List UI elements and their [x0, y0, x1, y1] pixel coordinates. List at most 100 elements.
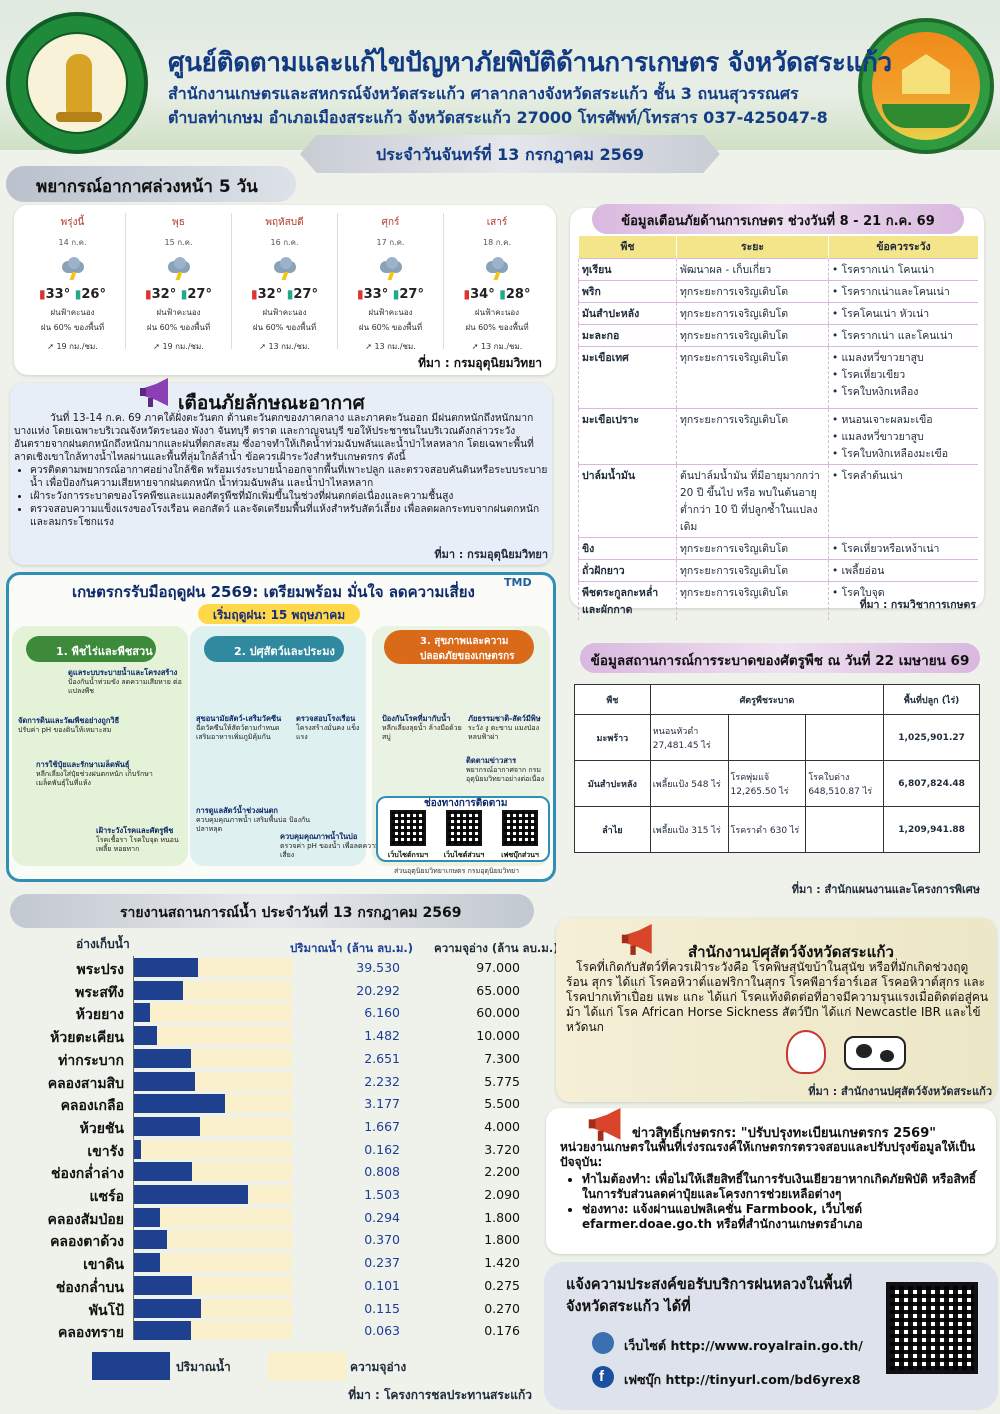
follow-channels-title: ช่องทางการติดตาม — [424, 798, 508, 809]
forecast-day: ศุกร์ 17 ก.ค. ▮33° ▮27° ฝนฟ้าคะนอง ฝน 60% ขอ… — [338, 213, 444, 351]
weather-warning-text: วันที่ 13-14 ก.ค. 69 ภาคใต้ฝั่งตะวันตก ด… — [14, 412, 550, 529]
thermometer-icon: ▮ — [39, 287, 46, 301]
capacity-value: 1.800 — [484, 1232, 520, 1248]
pest-cell — [727, 714, 807, 761]
reservoir-name: ช่องกล่ำล่าง — [51, 1166, 124, 1183]
crop-cell: มะพร้าว — [574, 714, 651, 761]
wind-arrow-icon: ➚ — [47, 342, 57, 351]
reservoir-row: คลองตาด้วง 0.370 1.800 — [0, 1229, 540, 1251]
globe-icon — [592, 1332, 614, 1354]
farmer-news-title: ข่าวสิทธิ์เกษตรกร: "ปรับปรุงทะเบียนเกษตร… — [632, 1126, 937, 1141]
megaphone-icon — [621, 924, 652, 955]
table-header: พืช — [578, 236, 677, 258]
thermometer-icon: ▮ — [463, 287, 471, 301]
volume-value: 0.294 — [364, 1209, 400, 1225]
qr-code[interactable] — [502, 810, 538, 846]
caution-cell: เพลี้ยอ่อน — [828, 558, 978, 581]
reservoir-name: ห้วยตะเคียน — [50, 1030, 124, 1047]
forecast-sky: ฝนฟ้าคะนอง — [262, 308, 307, 317]
reservoir-row: ห้วยชัน 1.667 4.000 — [0, 1116, 540, 1138]
stage-cell: ต้นปาล์มน้ำมัน ที่มีอายุมากกว่า 20 ปี ขึ… — [676, 463, 829, 537]
crop-cell: ทุเรียน — [578, 257, 677, 280]
livestock-heading: 2. ปศุสัตว์และประมง — [204, 636, 344, 662]
reservoir-name: คลองสามสิบ — [47, 1075, 124, 1092]
volume-bar — [134, 1094, 226, 1114]
agri-alert-source: ที่มา : กรมวิชาการเกษตร — [859, 599, 976, 611]
megaphone-icon — [140, 378, 168, 407]
tip-block: การดูแลสัตว์น้ำช่วงฝนตก ควบคุมคุณภาพน้ำ เ… — [196, 806, 311, 833]
date-banner: ประจำวันจันทร์ที่ 13 กรกฎาคม 2569 — [300, 135, 720, 173]
header-banner — [0, 0, 1000, 150]
legend-capacity-swatch — [268, 1352, 346, 1380]
farmer-health-heading: 3. สุขภาพและความปลอดภัยของเกษตรกร — [384, 630, 534, 664]
capacity-value: 5.500 — [484, 1096, 520, 1112]
forecast-rain: ฝน 60% ของพื้นที่ — [358, 323, 423, 332]
table-header: พืช — [574, 684, 651, 715]
caution-item: โรคเหี่ยวเขียว — [832, 366, 975, 383]
livestock-title: สำนักงานปศุสัตว์จังหวัดสระแก้ว — [688, 943, 894, 961]
qr-label: เว็บไซต์ส่วนฯ — [443, 851, 485, 859]
thunderstorm-icon — [378, 257, 404, 280]
forecast-day-name: เสาร์ — [486, 217, 508, 228]
water-source: ที่มา : โครงการชลประทานสระแก้ว — [348, 1388, 532, 1402]
volume-value: 0.808 — [364, 1164, 400, 1180]
chicken-icon — [786, 1030, 826, 1074]
reservoir-name: แซร์อ — [89, 1189, 124, 1205]
qr-code[interactable] — [390, 810, 426, 846]
reservoir-name: ช่องกล่ำบน — [55, 1279, 124, 1296]
volume-value: 2.232 — [364, 1073, 400, 1089]
tmd-logo: TMD — [504, 576, 532, 589]
caution-cell: โรคโคนเน่า หัวเน่า — [828, 301, 978, 324]
tip-block: ติดตามข่าวสาร พยากรณ์อากาศจาก กรมอุตุนิยม… — [466, 756, 545, 783]
agri-alert-title: ข้อมูลเตือนภัยด้านการเกษตร ช่วงวันที่ 8 … — [592, 204, 964, 234]
rainy-season-title: เกษตรกรรับมือฤดูฝน 2569: เตรียมพร้อม มั่… — [72, 583, 475, 601]
reservoir-row: พระปรง 39.530 97.000 — [0, 957, 540, 979]
caution-item: หนอนเจาะผลมะเขือ — [832, 411, 975, 428]
caution-item: โรคใบหงิกเหลืองมะเขือ — [832, 445, 975, 462]
forecast-day-name: พรุ่งนี้ — [60, 217, 85, 228]
capacity-value: 1.800 — [484, 1209, 520, 1225]
area-cell: 6,807,824.48 — [883, 760, 980, 807]
tip-block: ตรวจสอบโรงเรือน โครงสร้างมั่นคง แข็งแรง — [296, 714, 360, 741]
volume-bar — [134, 1139, 141, 1159]
stage-cell: ทุกระยะการเจริญเติบโต — [676, 536, 829, 559]
royal-rain-website-link[interactable]: เว็บไซต์ http://www.royalrain.go.th/ — [624, 1338, 863, 1353]
thermometer-icon: ▮ — [145, 287, 152, 301]
caution-item: โรคใบหงิกเหลือง — [832, 383, 975, 400]
agri-alert-table: พืช ระยะ ข้อควรระวัง ทุเรียน พัฒนาผล - เก… — [578, 236, 978, 620]
caution-item: โรครากเน่าและโคนเน่า — [832, 283, 975, 300]
royal-rain-qr-code[interactable] — [886, 1282, 978, 1374]
warning-source: ที่มา : กรมอุตุนิยมวิทยา — [434, 548, 548, 561]
crop-cell: มะเขือเทศ — [578, 345, 677, 408]
reservoir-name: พระปรง — [76, 962, 124, 978]
royal-rain-facebook-link[interactable]: เฟซบุ๊ก http://tinyurl.com/bd6yrex8 — [624, 1372, 861, 1387]
thermometer-icon: ▮ — [357, 287, 364, 301]
pest-cell — [805, 714, 885, 761]
volume-value: 0.162 — [364, 1141, 400, 1157]
reservoir-name: คลองทราย — [57, 1325, 124, 1342]
crops-column — [12, 626, 188, 866]
reservoir-name: คลองสัมป่อย — [47, 1211, 124, 1228]
caution-cell: โรคเหี่ยวหรือเหง้าเน่า — [828, 536, 978, 559]
volume-bar — [134, 1003, 151, 1023]
weather-warning-title: เตือนภัยลักษณะอากาศ — [178, 392, 365, 414]
forecast-day-name: พุธ — [172, 217, 185, 228]
crop-cell: ลำไย — [574, 806, 651, 853]
table-row: มันสำปะหลังทุกระยะการเจริญเติบโตโรคโคนเน… — [578, 301, 978, 324]
tip-block: ภัยธรรมชาติ-สัตว์มีพิษ ระวัง งู ตะขาบ แมง… — [468, 714, 541, 741]
capacity-value: 97.000 — [476, 960, 520, 975]
cow-icon — [844, 1036, 906, 1070]
livestock-source: ที่มา : สำนักงานปศุสัตว์จังหวัดสระแก้ว — [808, 1085, 992, 1098]
crop-cell: มะเขือเปราะ — [578, 407, 677, 464]
forecast-date: 17 ก.ค. — [376, 238, 405, 247]
volume-value: 1.503 — [364, 1187, 400, 1202]
stage-cell: ทุกระยะการเจริญเติบโต — [676, 279, 829, 302]
caution-item: โรครากเน่า และโคนเน่า — [832, 327, 975, 344]
volume-bar — [134, 1185, 248, 1204]
thermometer-icon: ▮ — [499, 287, 506, 301]
livestock-panel — [556, 918, 996, 1102]
qr-code[interactable] — [446, 810, 482, 846]
caution-item: แมลงหวี่ขาวยาสูบ — [832, 349, 975, 366]
farmer-news-intro: หน่วยงานเกษตรในพื้นที่เร่งรณรงค์ให้เกษตร… — [560, 1140, 976, 1169]
forecast-sky: ฝนฟ้าคะนอง — [156, 308, 201, 317]
